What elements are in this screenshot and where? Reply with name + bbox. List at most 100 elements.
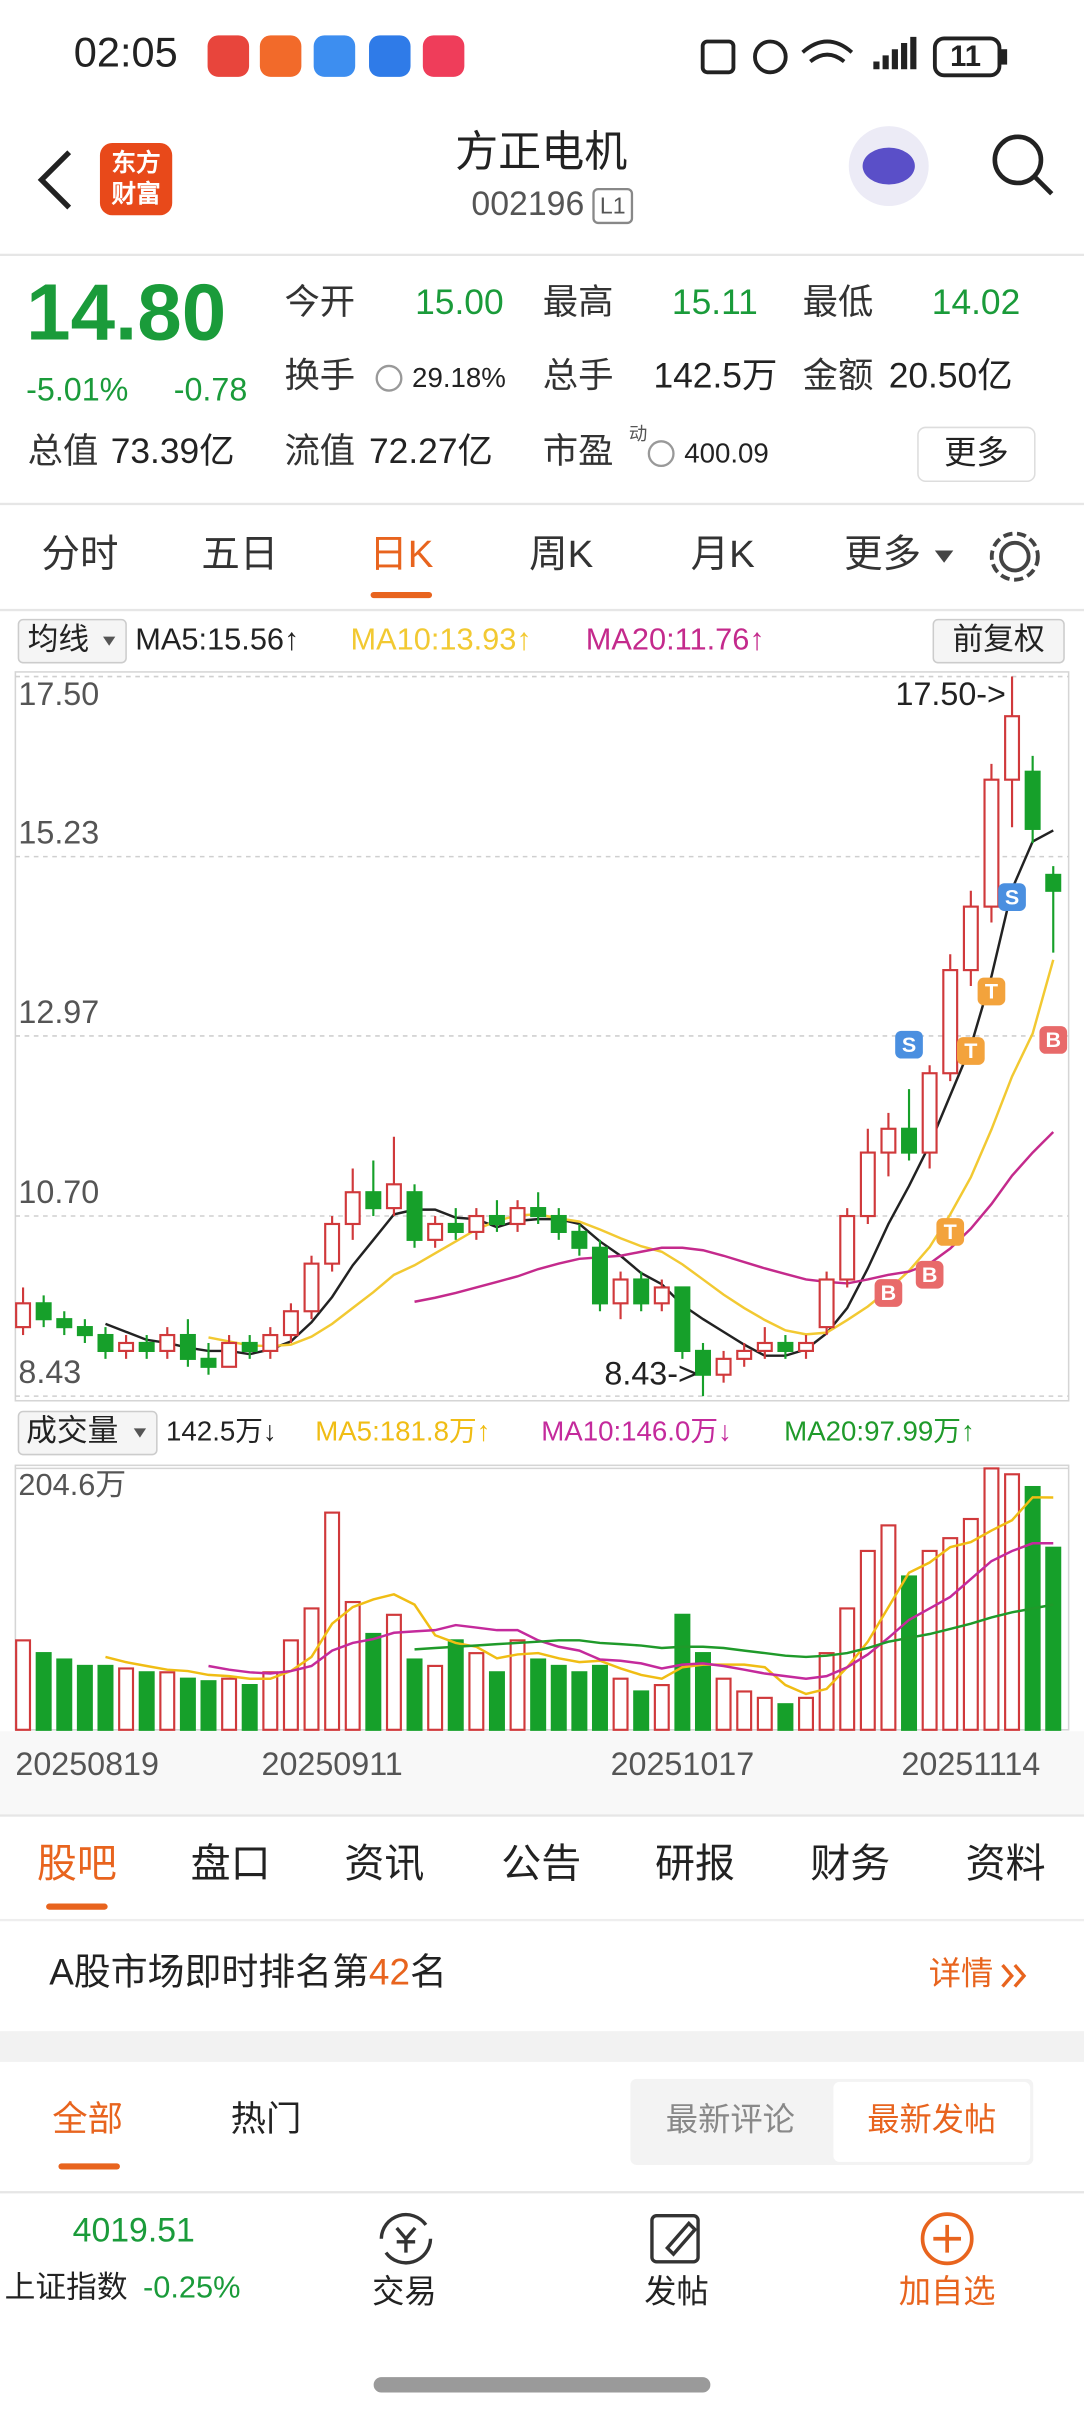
- content: 02:05 11 东方 财富 方正电机 002196 L1 14.80 -5.0…: [0, 28, 1084, 2393]
- post-icon[interactable]: [650, 2213, 700, 2264]
- action-label[interactable]: 加自选: [899, 2274, 996, 2310]
- field-value: 400.09: [684, 437, 769, 468]
- content-tab[interactable]: 研报: [655, 1842, 735, 1886]
- volume-bar: [901, 1575, 918, 1731]
- trade-signal-label: B: [881, 1281, 897, 1305]
- back-button[interactable]: [37, 150, 72, 210]
- candle-body: [509, 1207, 526, 1226]
- volume-selector-text[interactable]: 成交量: [26, 1413, 118, 1448]
- volume-bar: [777, 1703, 794, 1731]
- candle-body: [138, 1341, 155, 1352]
- volume-bar: [509, 1639, 526, 1731]
- settings-button[interactable]: [989, 531, 1040, 582]
- volume-selector[interactable]: [17, 1410, 158, 1456]
- field-value: 142.5万: [653, 357, 777, 396]
- volume-bar: [674, 1613, 691, 1731]
- volume-bar: [942, 1537, 959, 1731]
- rank-detail[interactable]: 详情: [929, 1955, 994, 1991]
- period-tab[interactable]: 月K: [691, 533, 755, 576]
- action-label[interactable]: 发帖: [644, 2274, 709, 2310]
- content-tab-active[interactable]: 股吧: [37, 1842, 117, 1886]
- trade-signal: [915, 1260, 944, 1289]
- candle-body: [653, 1286, 670, 1305]
- trade-signal: [957, 1037, 985, 1065]
- info-icon: [375, 364, 403, 392]
- change-pct: -5.01%: [26, 372, 128, 408]
- field-value: 29.18%: [412, 362, 506, 393]
- period-tab[interactable]: 五日: [201, 533, 278, 576]
- ma-line: [208, 959, 1055, 1348]
- sort-option[interactable]: 最新评论: [666, 2101, 795, 2137]
- volume-bar: [221, 1677, 238, 1731]
- feed-tab[interactable]: 热门: [231, 2100, 302, 2139]
- trade-signal: [874, 1279, 903, 1307]
- content-tab[interactable]: 盘口: [191, 1842, 271, 1886]
- volume-bar: [983, 1467, 1000, 1731]
- content-tab[interactable]: 财务: [810, 1842, 890, 1886]
- sort-option-active[interactable]: 最新发帖: [867, 2101, 996, 2137]
- field-label: 总手: [543, 357, 614, 396]
- content-tab[interactable]: 公告: [501, 1842, 581, 1886]
- divider: [0, 608, 1084, 612]
- content-tab[interactable]: 资讯: [344, 1842, 424, 1886]
- indicator-selector-text[interactable]: 均线: [28, 621, 90, 656]
- field-label: 金额: [803, 357, 874, 396]
- period-tab[interactable]: 更多: [844, 533, 921, 576]
- trade-signal-label: S: [902, 1033, 916, 1057]
- volume-bar: [97, 1664, 114, 1731]
- candle-body: [324, 1222, 341, 1265]
- more-button-text[interactable]: 更多: [944, 435, 1009, 471]
- volume-bar: [880, 1524, 897, 1731]
- index-change[interactable]: -0.25%: [143, 2270, 240, 2305]
- volume-bar: [921, 1549, 938, 1731]
- period-tab[interactable]: 分时: [42, 533, 119, 576]
- volume-bar: [303, 1607, 320, 1731]
- search-button[interactable]: [992, 134, 1054, 196]
- field-label: 市盈: [543, 432, 614, 471]
- feed-tab-active[interactable]: 全部: [52, 2100, 123, 2139]
- y-tick-label: 15.23: [18, 815, 99, 851]
- candle-body: [530, 1207, 547, 1218]
- index-value[interactable]: 4019.51: [73, 2212, 195, 2250]
- add-watch-icon[interactable]: [920, 2212, 974, 2266]
- last-price: 14.80: [26, 267, 226, 356]
- volume-bar: [427, 1664, 444, 1731]
- volume-bar: [179, 1677, 196, 1731]
- candle-body: [344, 1191, 361, 1226]
- ma-line: [105, 1496, 1054, 1696]
- content-tab[interactable]: 资料: [966, 1842, 1046, 1886]
- indicator-selector[interactable]: [17, 618, 127, 664]
- volume-bar: [530, 1658, 547, 1731]
- status-time: 02:05: [74, 28, 178, 75]
- candle-body: [76, 1326, 93, 1337]
- action-label[interactable]: 交易: [372, 2274, 437, 2310]
- field-value: 15.11: [672, 283, 758, 322]
- more-button[interactable]: [917, 426, 1036, 483]
- period-tab[interactable]: 周K: [529, 533, 593, 576]
- candle-body: [406, 1191, 423, 1241]
- trade-signal-label: S: [1005, 885, 1019, 909]
- stock-name: 方正电机: [455, 129, 627, 177]
- dropdown-arrow: [934, 550, 954, 563]
- stock-code: 002196: [471, 185, 584, 223]
- candle-body: [1004, 715, 1021, 781]
- candle-body: [468, 1214, 485, 1233]
- volume-bar: [262, 1671, 279, 1731]
- index-name[interactable]: 上证指数: [5, 2270, 128, 2305]
- adjust-selector[interactable]: [932, 618, 1065, 664]
- trade-icon[interactable]: [379, 2212, 433, 2265]
- candle-body: [798, 1341, 815, 1352]
- x-tick-label: 20250819: [15, 1746, 159, 1782]
- candle-body: [15, 1302, 32, 1329]
- candle-body: [736, 1349, 753, 1360]
- field-label: 总值: [28, 432, 99, 471]
- period-tab-active[interactable]: 日K: [369, 533, 433, 576]
- ma-line: [414, 1131, 1055, 1303]
- divider: [0, 1918, 1084, 1922]
- field-label: 最低: [803, 283, 874, 322]
- adjust-selector-text[interactable]: 前复权: [953, 621, 1045, 656]
- ma-line: [208, 1542, 1054, 1680]
- candle-body: [591, 1246, 608, 1305]
- dropdown-arrow: [103, 636, 116, 646]
